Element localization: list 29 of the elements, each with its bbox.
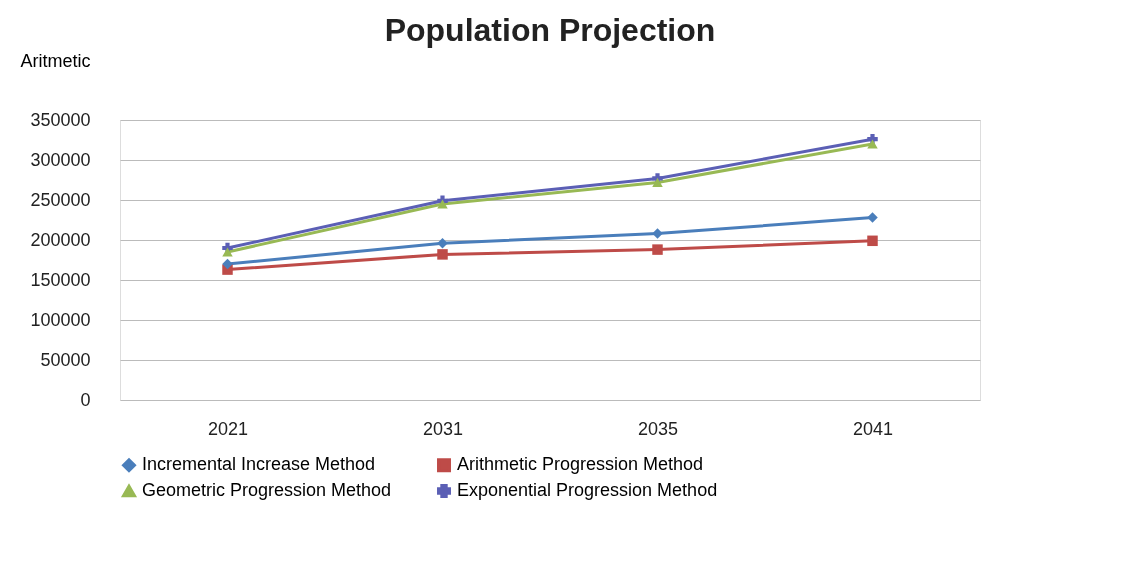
- point: [437, 249, 448, 260]
- y-tick-label: 100000: [30, 309, 91, 330]
- y-tick-label: 250000: [30, 189, 91, 210]
- legend-label: Incremental Increase Method: [142, 454, 376, 475]
- y-tick-label: 300000: [30, 149, 91, 170]
- legend-label: Arithmetic Progression Method: [457, 454, 704, 475]
- y-tick-label: 50000: [40, 349, 91, 370]
- point: [867, 139, 878, 149]
- point: [867, 212, 878, 223]
- point: [437, 199, 448, 209]
- y-tick-label: 200000: [30, 229, 91, 250]
- x-tick-label: 2021: [207, 418, 249, 439]
- x-tick-label: 2035: [637, 418, 679, 439]
- chart-title: Population Projection: [384, 12, 716, 48]
- point: [867, 235, 878, 247]
- point: [222, 258, 233, 270]
- point: [222, 247, 233, 257]
- y-axis-title: Aritmetic: [20, 50, 91, 71]
- point: [652, 228, 663, 239]
- y-tick-label: 0: [80, 389, 91, 410]
- x-tick-label: 2041: [852, 418, 894, 439]
- y-tick-label: 150000: [30, 269, 91, 290]
- point: [437, 237, 448, 249]
- y-tick-label: 350000: [30, 109, 91, 130]
- legend-label: Geometric Progression Method: [142, 480, 392, 500]
- point: [652, 244, 663, 255]
- legend-label: Exponential Progression Method: [457, 480, 718, 500]
- x-tick-label: 2031: [422, 418, 464, 439]
- point: [652, 177, 663, 187]
